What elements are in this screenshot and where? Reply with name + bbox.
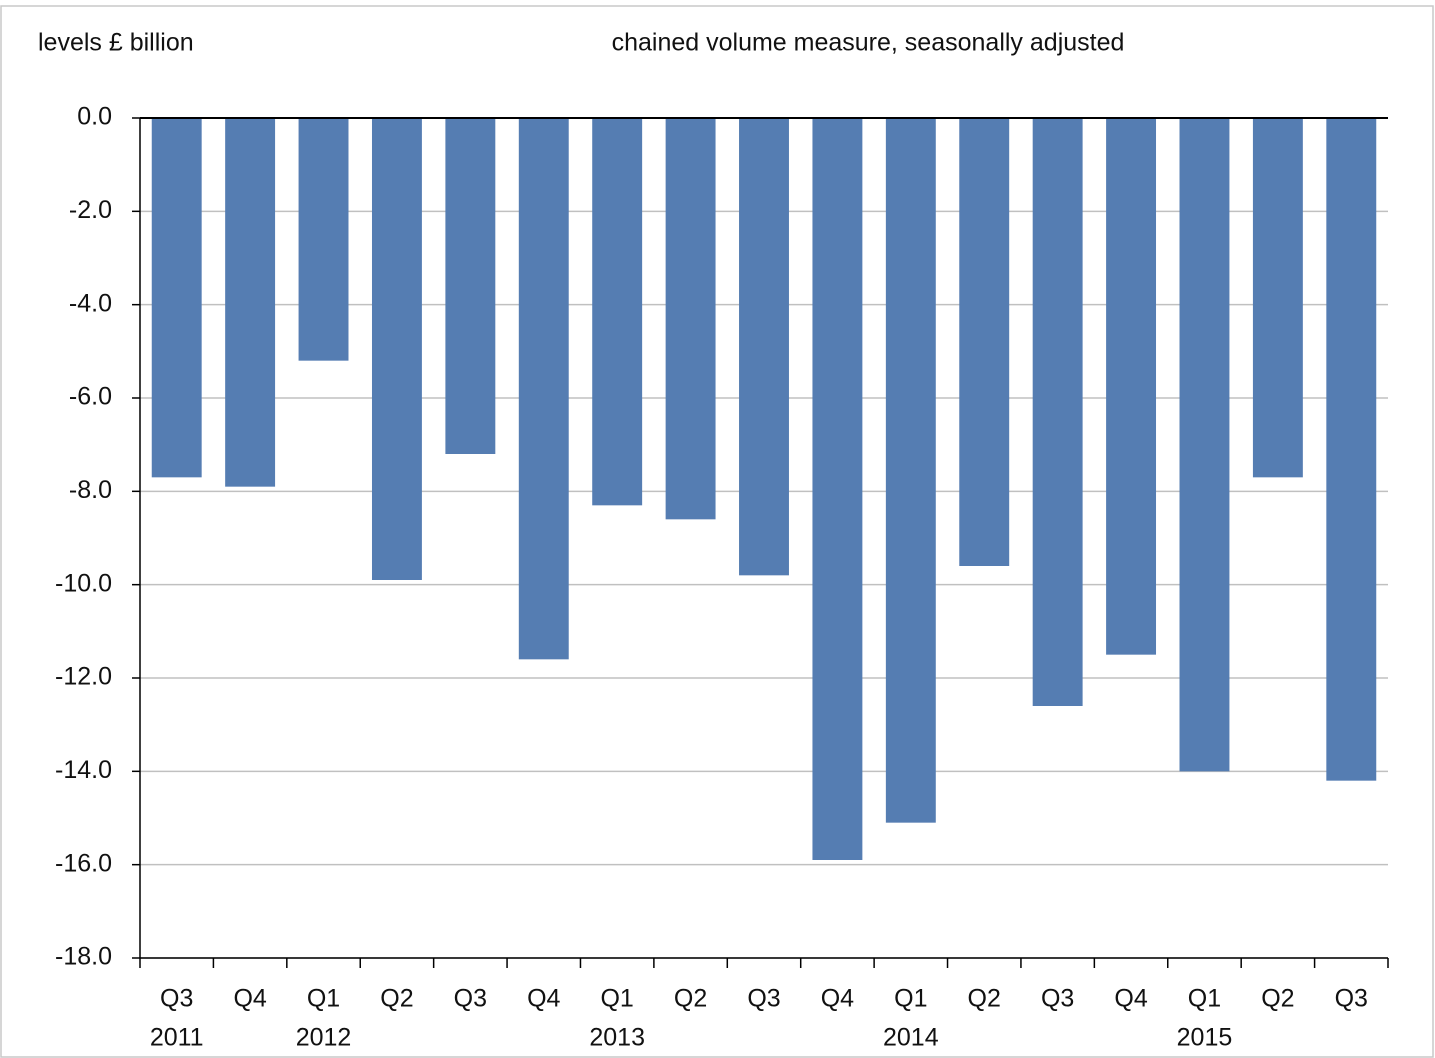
x-year-label: 2014 [883,1024,939,1052]
x-tick-label: Q1 [600,985,633,1013]
y-tick-label: -10.0 [55,569,112,597]
y-tick-label: -14.0 [55,756,112,784]
bar [592,118,643,506]
x-tick-label: Q4 [1114,985,1147,1013]
bar [371,118,422,580]
x-tick-label: Q3 [1335,985,1368,1013]
bar [298,118,349,361]
y-tick-label: -2.0 [69,196,112,224]
bar [1032,118,1083,706]
y-tick-label: -8.0 [69,476,112,504]
bar [518,118,569,660]
bar [225,118,276,487]
bar [1179,118,1230,772]
x-tick-label: Q1 [1188,985,1221,1013]
y-tick-label: -18.0 [55,943,112,971]
chart-subtitle: chained volume measure, seasonally adjus… [612,29,1125,57]
x-tick-label: Q4 [233,985,266,1013]
x-year-label: 2013 [589,1024,645,1052]
y-axis-label: levels £ billion [38,29,194,57]
y-tick-label: -12.0 [55,663,112,691]
bar [739,118,789,576]
x-tick-label: Q3 [160,985,193,1013]
bar [1252,118,1303,478]
x-tick-label: Q1 [894,985,927,1013]
x-tick-label: Q2 [674,985,707,1013]
x-year-label: 2012 [296,1024,352,1052]
x-tick-label: Q3 [747,985,780,1013]
y-tick-label: -4.0 [69,289,112,317]
x-year-label: 2011 [150,1024,204,1052]
x-tick-label: Q2 [380,985,413,1013]
bar [812,118,863,860]
x-year-label: 2015 [1177,1024,1233,1052]
bar [665,118,716,520]
bar [445,118,496,454]
x-tick-label: Q2 [1261,985,1294,1013]
chart-border [0,5,1434,1058]
x-tick-label: Q3 [454,985,487,1013]
bar [885,118,936,823]
y-tick-label: 0.0 [77,103,112,131]
x-tick-label: Q1 [307,985,340,1013]
x-tick-label: Q4 [527,985,560,1013]
bar [1106,118,1157,655]
bar [151,118,202,478]
y-tick-label: -6.0 [69,383,112,411]
bar [959,118,1010,566]
x-tick-label: Q3 [1041,985,1074,1013]
x-tick-label: Q2 [968,985,1001,1013]
bar [1326,118,1377,781]
x-tick-label: Q4 [821,985,854,1013]
y-tick-label: -16.0 [55,849,112,877]
